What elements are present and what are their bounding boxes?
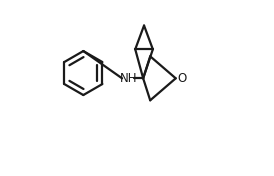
Text: NH: NH [120,72,138,85]
Text: O: O [177,72,187,85]
